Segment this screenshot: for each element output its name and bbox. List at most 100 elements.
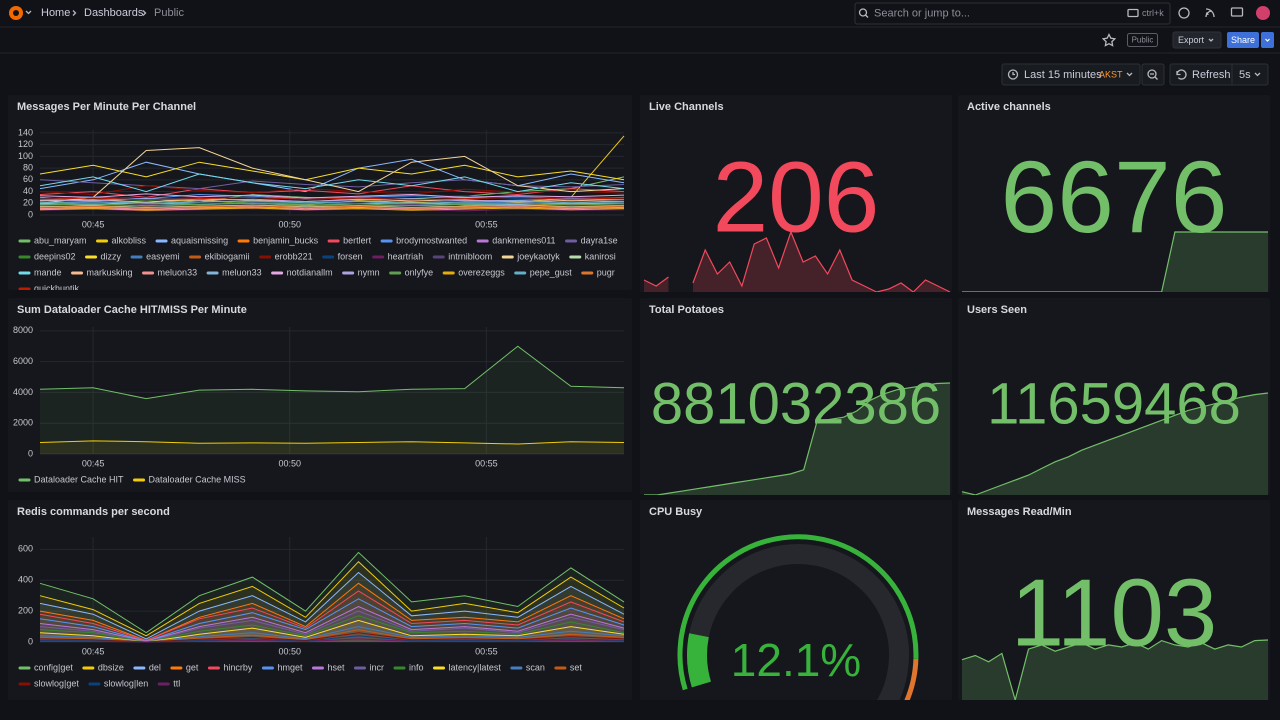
legend-label: mande bbox=[34, 267, 62, 277]
refresh-label: Refresh bbox=[1192, 69, 1231, 81]
x-tick-label: 00:45 bbox=[82, 646, 105, 656]
series-line bbox=[39, 158, 625, 193]
legend-label: brodymostwanted bbox=[396, 235, 467, 245]
legend-label: set bbox=[570, 662, 583, 672]
time-picker[interactable] bbox=[1001, 63, 1141, 86]
stat-value: 11659468 bbox=[987, 371, 1241, 436]
timezone: AKST bbox=[1099, 69, 1123, 79]
panel-body: 12.1% bbox=[677, 534, 919, 700]
refresh-button[interactable] bbox=[1169, 63, 1269, 86]
share-button[interactable] bbox=[1227, 32, 1259, 48]
avatar[interactable] bbox=[1256, 6, 1270, 20]
panel-background bbox=[640, 298, 952, 495]
series-line bbox=[39, 206, 625, 210]
series-line bbox=[39, 202, 625, 207]
y-tick-label: 40 bbox=[23, 186, 33, 196]
y-tick-label: 20 bbox=[23, 198, 33, 208]
top-bar: Home Dashboards Public Search or jump to… bbox=[0, 2, 1280, 28]
x-tick-label: 00:50 bbox=[278, 646, 301, 656]
legend-label: slowlog|len bbox=[104, 678, 148, 688]
legend-label: overezeggs bbox=[458, 267, 505, 277]
refresh-interval[interactable]: 5s bbox=[1239, 69, 1251, 81]
y-tick-label: 400 bbox=[18, 575, 33, 585]
legend-label: get bbox=[186, 662, 199, 672]
panel-body: 0 2000 4000 6000 8000 00:45 00:50 00:55 Dataload… bbox=[13, 325, 625, 484]
breadcrumb[interactable]: Dashboards bbox=[84, 7, 144, 19]
star-icon[interactable] bbox=[1101, 33, 1117, 47]
legend-label: quickhuntik bbox=[34, 283, 80, 293]
legend-label: dankmemes011 bbox=[492, 235, 555, 245]
series-line bbox=[39, 199, 625, 205]
breadcrumb-current: Public bbox=[154, 7, 184, 19]
series-line bbox=[39, 205, 625, 209]
legend-label: aquaismissing bbox=[171, 235, 228, 245]
y-tick-label: 600 bbox=[18, 544, 33, 554]
legend-label: scan bbox=[526, 662, 545, 672]
legend-label: hincrby bbox=[223, 662, 253, 672]
legend-label: bertlert bbox=[343, 235, 372, 245]
panel-background bbox=[958, 95, 1270, 292]
share-chevron bbox=[1265, 38, 1270, 42]
legend-label: easyemi bbox=[146, 251, 180, 261]
stat-value: 206 bbox=[713, 141, 880, 253]
kiosk-icon[interactable] bbox=[1230, 7, 1244, 17]
help-icon[interactable] bbox=[1178, 7, 1190, 19]
sparkline bbox=[961, 392, 1269, 495]
legend-label: ttl bbox=[173, 678, 180, 688]
clock-hands bbox=[1012, 72, 1015, 76]
panel: Active channels 6676 bbox=[958, 95, 1270, 292]
panel-body: 6676 bbox=[962, 140, 1268, 292]
series-line bbox=[39, 198, 625, 203]
legend-label: Dataloader Cache HIT bbox=[34, 474, 124, 484]
legend-label: info bbox=[409, 662, 424, 672]
breadcrumb[interactable]: Home bbox=[41, 7, 70, 19]
series-line bbox=[39, 440, 625, 445]
search-box[interactable] bbox=[854, 2, 1171, 25]
breadcrumb-separator bbox=[72, 10, 77, 16]
y-tick-label: 0 bbox=[28, 448, 33, 458]
sparkline bbox=[961, 639, 1269, 700]
share-dropdown[interactable] bbox=[1261, 32, 1274, 48]
series-line bbox=[39, 590, 625, 642]
panel-title: Active channels bbox=[967, 101, 1051, 113]
logo-inner bbox=[13, 10, 19, 16]
y-tick-label: 140 bbox=[18, 127, 33, 137]
panel-title: Live Channels bbox=[649, 101, 724, 113]
x-tick-label: 00:50 bbox=[278, 458, 301, 468]
y-tick-label: 4000 bbox=[13, 387, 33, 397]
stat-value: 6676 bbox=[1001, 140, 1228, 254]
search-icon bbox=[865, 14, 869, 18]
sparkline-area bbox=[962, 640, 1268, 700]
panel-body: 11659468 bbox=[961, 371, 1269, 495]
sparkline-area bbox=[962, 232, 1268, 292]
legend-label: abu_maryam bbox=[34, 235, 87, 245]
legend-label: meluon33 bbox=[222, 267, 262, 277]
series-line bbox=[39, 615, 625, 643]
series-line bbox=[39, 571, 625, 640]
stat-value: 881032386 bbox=[651, 371, 941, 436]
time-controls: Last 15 minutes AKST Refresh 5s bbox=[1001, 63, 1269, 86]
y-tick-label: 100 bbox=[18, 151, 33, 161]
public-badge-text: Public bbox=[1132, 36, 1154, 45]
panel-title: Total Potatoes bbox=[649, 304, 724, 316]
search-shortcut: ctrl+k bbox=[1142, 8, 1164, 18]
logo-chevron[interactable] bbox=[25, 10, 32, 15]
series-line bbox=[39, 207, 625, 211]
legend-label: notdianallm bbox=[287, 267, 333, 277]
series-area bbox=[40, 440, 624, 454]
legend-label: del bbox=[149, 662, 161, 672]
export-button[interactable] bbox=[1172, 31, 1222, 49]
breadcrumb-separator bbox=[142, 10, 147, 16]
legend-label: joeykaotyk bbox=[516, 251, 560, 261]
series-line bbox=[39, 185, 625, 196]
legend-label: heartriah bbox=[388, 251, 424, 261]
news-icon[interactable] bbox=[1205, 8, 1215, 18]
zoom-icon bbox=[1147, 69, 1157, 79]
series-line bbox=[39, 204, 625, 208]
legend-label: deepins02 bbox=[34, 251, 76, 261]
legend-label: hmget bbox=[277, 662, 303, 672]
share-label: Share bbox=[1231, 35, 1255, 45]
keyboard-icon bbox=[1127, 8, 1139, 18]
legend-label: latency|latest bbox=[449, 662, 502, 672]
gauge-threshold bbox=[904, 658, 919, 700]
